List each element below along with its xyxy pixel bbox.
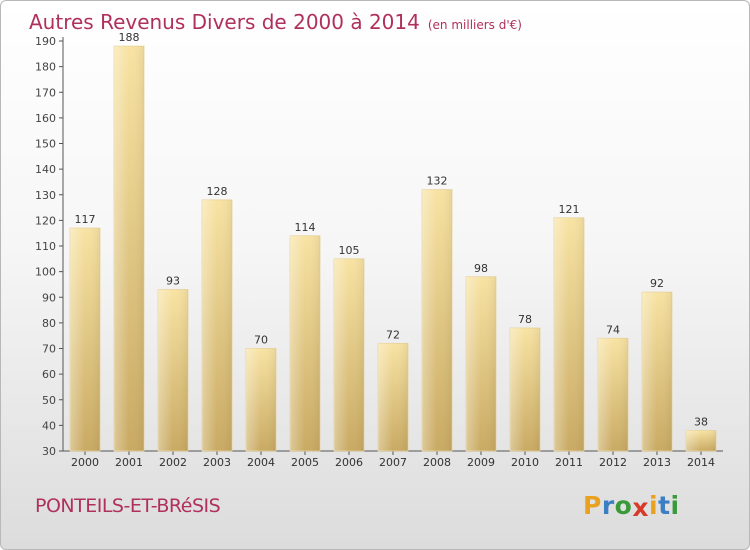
data-label: 105: [339, 244, 360, 257]
x-tick-label: 2005: [291, 456, 319, 469]
y-tick-label: 50: [42, 394, 56, 407]
data-label: 128: [207, 185, 228, 198]
bar-shade: [202, 199, 232, 451]
bar-shade: [70, 228, 100, 451]
y-tick-label: 60: [42, 368, 56, 381]
chart-title-text: Autres Revenus Divers de 2000 à 2014: [29, 10, 420, 34]
data-label: 117: [75, 213, 96, 226]
x-tick-label: 2010: [511, 456, 539, 469]
y-tick-label: 180: [35, 61, 56, 74]
data-label: 114: [295, 221, 316, 234]
axes: 30 40 50 60 70 80 90 100 110 120 130 140 150 160 170 18…: [35, 35, 723, 469]
data-label: 132: [427, 175, 448, 188]
x-tick-label: 2012: [599, 456, 627, 469]
y-tick-label: 30: [42, 445, 56, 458]
bar-shade: [598, 338, 628, 451]
y-tick-label: 100: [35, 266, 56, 279]
data-label: 70: [254, 334, 268, 347]
y-tick-label: 150: [35, 138, 56, 151]
x-tick-label: 2007: [379, 456, 407, 469]
y-tick-label: 120: [35, 214, 56, 227]
bar-shade: [290, 235, 320, 451]
x-tick-label: 2011: [555, 456, 583, 469]
logo-letter: t: [658, 491, 671, 520]
place-name: PONTEILS-ET-BRéSIS: [35, 495, 221, 517]
proxiti-logo: Proxiti: [583, 491, 680, 522]
x-tick-label: 2013: [643, 456, 671, 469]
logo-letter: i: [670, 491, 680, 520]
x-tick-label: 2002: [159, 456, 187, 469]
logo-letter: x: [632, 493, 649, 522]
bar-shade: [378, 343, 408, 451]
logo-letter: r: [601, 491, 615, 520]
bars: [69, 45, 717, 452]
y-tick-label: 70: [42, 343, 56, 356]
x-tick-label: 2009: [467, 456, 495, 469]
x-tick-label: 2000: [71, 456, 99, 469]
bar-shade: [510, 328, 540, 451]
y-tick-label: 110: [35, 240, 56, 253]
data-labels: 117 188 93 128 70 114 105 72 132 98 78 121 74 92 38: [75, 31, 709, 428]
logo-letter: o: [614, 491, 633, 520]
y-tick-label: 190: [35, 35, 56, 48]
y-tick-label: 140: [35, 163, 56, 176]
data-label: 74: [606, 323, 620, 336]
x-tick-label: 2001: [115, 456, 143, 469]
bar-shade: [114, 46, 144, 451]
data-label: 121: [559, 203, 580, 216]
data-label: 92: [650, 277, 664, 290]
y-tick-label: 80: [42, 317, 56, 330]
chart-title: Autres Revenus Divers de 2000 à 2014 (en …: [29, 10, 522, 34]
logo-letter: P: [583, 491, 602, 520]
y-tick-label: 90: [42, 291, 56, 304]
bar-shade: [554, 217, 584, 451]
data-label: 38: [694, 416, 708, 429]
data-label: 188: [119, 31, 140, 44]
bar-shade: [686, 430, 716, 451]
x-tick-label: 2006: [335, 456, 363, 469]
y-tick-label: 160: [35, 112, 56, 125]
y-tick-label: 170: [35, 86, 56, 99]
data-label: 98: [474, 262, 488, 275]
bar-shade: [642, 292, 672, 451]
bar-shade: [246, 348, 276, 451]
data-label: 93: [166, 275, 180, 288]
data-label: 72: [386, 328, 400, 341]
y-tick-label: 40: [42, 419, 56, 432]
unit-note: (en milliers d'€): [427, 18, 522, 32]
x-tick-label: 2003: [203, 456, 231, 469]
x-tick-label: 2008: [423, 456, 451, 469]
bar-shade: [334, 258, 364, 451]
y-tick-label: 130: [35, 189, 56, 202]
logo-letter: i: [649, 491, 659, 520]
x-tick-label: 2014: [687, 456, 715, 469]
data-label: 78: [518, 313, 532, 326]
bar-shade: [466, 276, 496, 451]
x-tick-label: 2004: [247, 456, 275, 469]
bar-shade: [422, 189, 452, 451]
bar-shade: [158, 289, 188, 451]
